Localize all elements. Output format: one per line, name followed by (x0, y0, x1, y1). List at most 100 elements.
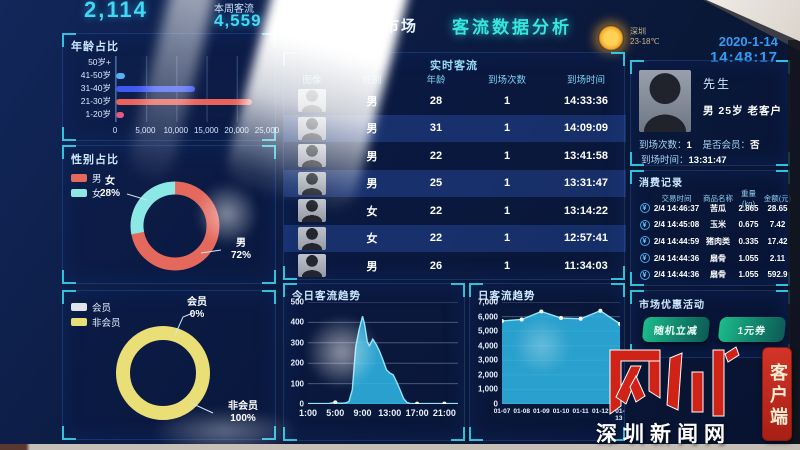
age-bar-chart (115, 56, 267, 122)
member-legend-swatch (71, 317, 87, 326)
gender-legend-swatch (71, 188, 87, 197)
yuan-icon: ¥ (639, 253, 650, 264)
y-tick-label: 400 (290, 317, 304, 327)
visitor-arrival-time: 14:33:36 (563, 94, 609, 107)
current-date: 2020-1-14 (718, 34, 778, 49)
one-yuan-coupon-button[interactable]: 1元券 (717, 317, 787, 342)
visitor-arrival-time: 13:41:58 (563, 149, 609, 162)
promotions-panel: 市场优惠活动 随机立减 1元券 (630, 290, 790, 358)
product-weight: 1.055 (738, 270, 759, 280)
member-legend-label: 非会员 (92, 317, 121, 329)
realtime-col-header: 图像 (302, 75, 322, 86)
weather-info: 深圳 23-18℃ (630, 27, 659, 47)
transaction-amount: 592.9 (767, 270, 788, 280)
y-tick-label: 5,000 (477, 326, 498, 336)
promotions-title: 市场优惠活动 (639, 300, 705, 311)
age-category-label: 1-20岁 (85, 109, 111, 119)
realtime-table-row[interactable]: 女 22 1 13:14:22 (284, 197, 626, 225)
realtime-table-row[interactable]: 女 22 1 12:57:41 (284, 224, 626, 252)
consumption-title: 消费记录 (639, 178, 683, 189)
x-tick-label: 1:00 (298, 408, 318, 418)
customer-visits-line: 到场次数：1 是否会员：否 (639, 140, 760, 151)
y-tick-label: 1,000 (477, 384, 498, 394)
age-distribution-panel: 年龄占比 50岁+ 41-50岁 31-40岁 21-30岁 1-20岁 0 5,000 1… (62, 33, 279, 141)
age-x-tick: 20,000 (224, 126, 249, 135)
y-tick-label: 500 (290, 297, 304, 307)
visitor-age: 22 (429, 149, 443, 162)
visitor-age: 28 (429, 94, 443, 107)
membership-ratio-panel: 会员 非会员 会员 0% 非会员 100% (62, 290, 276, 440)
realtime-table-body: 男 28 1 14:33:36 男 31 1 14:09:09 男 22 1 13:41:58 男 25 1… (284, 87, 626, 280)
random-discount-button[interactable]: 随机立减 (641, 317, 711, 342)
x-tick-label: 21:00 (432, 408, 456, 418)
visitor-arrival-time: 14:09:09 (563, 122, 609, 135)
consumption-row: ¥2/4 14:45:08 玉米 0.675 7.42 (637, 217, 785, 234)
age-x-axis: 0 5,000 10,000 15,000 20,000 25,000 (112, 126, 279, 138)
x-tick-label: 17:00 (405, 408, 429, 418)
realtime-table-header: 图像 性别 年龄 到场次数 到场时间 (284, 72, 626, 86)
visitor-age: 25 (429, 177, 443, 190)
customer-salutation: 先生 (703, 77, 732, 91)
y-tick-label: 0 (299, 399, 304, 409)
consumption-row: ¥2/4 14:46:37 苦瓜 2.865 28.65 (637, 200, 788, 217)
age-categories: 50岁+ 41-50岁 31-40岁 21-30岁 1-20岁 (65, 56, 111, 121)
product-weight: 2.865 (738, 203, 759, 213)
visitor-visit-count: 1 (503, 204, 511, 217)
female-label: 女 28% (99, 176, 120, 199)
age-category-label: 31-40岁 (80, 83, 111, 93)
realtime-table-row[interactable]: 男 31 1 14:09:09 (284, 114, 626, 142)
consumption-records-panel: 消费记录 交易时间 商品名称 重量(kg) 金额(元) ¥2/4 14:46:37 苦瓜… (630, 170, 792, 286)
realtime-table-row[interactable]: 男 25 1 13:31:47 (284, 169, 626, 197)
consumption-col-header: 重量(kg) (741, 189, 756, 208)
visitor-age: 26 (429, 259, 443, 272)
yuan-icon: ¥ (639, 219, 650, 230)
visitor-visit-count: 1 (503, 177, 511, 190)
visitor-gender: 女 (366, 233, 378, 246)
y-tick-label: 300 (290, 338, 304, 348)
page-title: 客流数据分析 (452, 18, 572, 37)
visitor-gender: 男 (366, 178, 378, 191)
transaction-amount: 7.42 (769, 220, 786, 230)
product-name: 苦瓜 (710, 203, 726, 213)
age-x-tick: 0 (112, 126, 118, 135)
customer-profile-panel: 先生 男 25岁 老客户 到场次数：1 是否会员：否 到场时间：13:31:47 (630, 60, 790, 166)
customer-time-line: 到场时间：13:31:47 (641, 155, 727, 166)
transaction-time: 2/4 14:44:59 (653, 236, 700, 246)
today-visitor-count: 2,114 (84, 0, 148, 22)
y-tick-label: 200 (290, 358, 304, 368)
realtime-visitors-panel: 实时客流 图像 性别 年龄 到场次数 到场时间 男 28 1 14:33:36 男 31 1 14:0… (283, 52, 626, 280)
age-category-label: 50岁+ (88, 57, 111, 67)
visitor-arrival-time: 11:34:03 (564, 259, 608, 272)
visitor-visit-count: 1 (503, 259, 511, 272)
consumption-col-header: 金额(元) (763, 193, 792, 203)
realtime-table-row[interactable]: 男 22 1 13:41:58 (284, 142, 626, 170)
gender-ratio-panel: 性别占比 男女 女 28% 男 72% (62, 145, 276, 284)
realtime-table-row[interactable]: 男 26 1 11:34:03 (284, 252, 626, 280)
y-tick-label: 2,000 (477, 370, 498, 380)
realtime-col-header: 性别 (362, 75, 382, 86)
gender-legend-label: 男 (92, 173, 102, 185)
x-tick-label: 01-12 (592, 408, 609, 415)
visitor-arrival-time: 13:31:47 (563, 177, 609, 190)
market-name: 市场 (384, 18, 419, 35)
realtime-table-row[interactable]: 男 28 1 14:33:36 (284, 87, 626, 115)
consumption-table-body: ¥2/4 14:46:37 苦瓜 2.865 28.65 ¥2/4 14:45:08 玉米… (637, 200, 788, 283)
visitor-arrival-time: 13:14:22 (563, 204, 609, 217)
transaction-amount: 28.65 (767, 203, 788, 213)
y-tick-label: 6,000 (477, 312, 498, 322)
consumption-col-header: 商品名称 (703, 193, 733, 203)
visitor-face-thumbnail (298, 144, 326, 168)
product-name: 扇骨 (710, 270, 726, 280)
visitor-arrival-time: 12:57:41 (563, 232, 609, 245)
age-bar (116, 85, 195, 92)
member-legend-swatch (71, 302, 87, 311)
gender-donut-chart (126, 181, 222, 271)
visitor-face-thumbnail (298, 89, 326, 113)
x-tick-label: 13:00 (378, 408, 402, 418)
transaction-time: 2/4 14:46:37 (653, 203, 700, 213)
today-area-chart (308, 301, 458, 409)
sunny-weather-icon (598, 25, 624, 51)
product-weight: 0.335 (738, 236, 759, 246)
daily-line-chart (500, 301, 622, 409)
visitor-gender: 男 (366, 150, 378, 163)
